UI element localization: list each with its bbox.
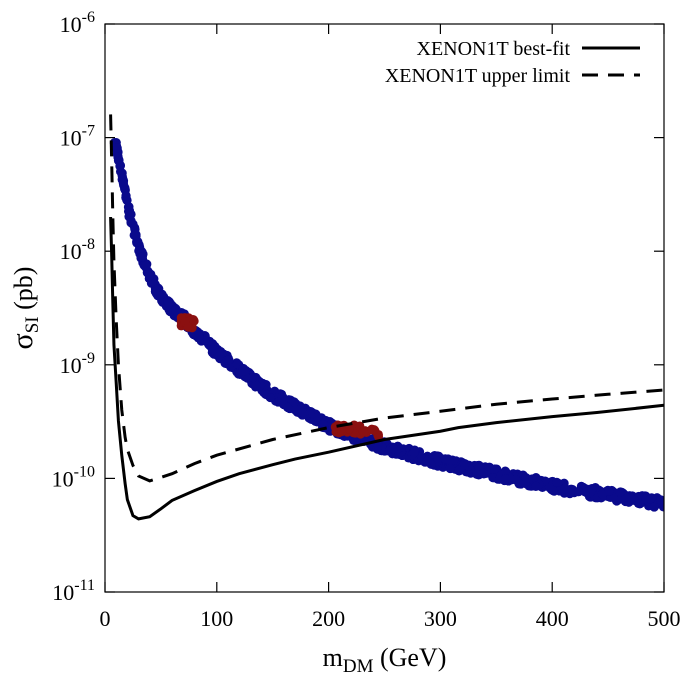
scatter-point xyxy=(514,479,524,489)
scatter-point xyxy=(289,397,299,407)
scatter-point xyxy=(615,487,625,497)
scatter-point xyxy=(248,372,258,383)
scatter-point xyxy=(454,465,464,475)
scatter-point xyxy=(144,271,155,281)
scatter-point xyxy=(552,477,562,487)
scatter-point xyxy=(126,209,136,219)
scatter-point xyxy=(112,143,122,153)
y-axis-label: σSI (pb) xyxy=(6,267,43,350)
scatter-point xyxy=(445,463,455,474)
y-tick-label: 10-7 xyxy=(60,123,95,151)
scatter-point xyxy=(141,261,151,271)
y-tick-label: 10-6 xyxy=(60,9,95,37)
scatter-point xyxy=(358,427,369,437)
x-tick-label: 300 xyxy=(424,606,457,631)
scatter-point xyxy=(656,495,664,505)
scatter-point xyxy=(283,402,293,413)
scatter-point xyxy=(122,195,132,205)
x-tick-label: 100 xyxy=(200,606,233,631)
scatter-point xyxy=(388,444,398,454)
scatter-point xyxy=(560,484,570,494)
scatter-point xyxy=(163,296,173,306)
scatter-point xyxy=(224,355,234,365)
legend-label: XENON1T best-fit xyxy=(417,38,571,60)
scatter-point xyxy=(373,431,384,441)
scatter-point xyxy=(604,486,614,496)
scatter-point xyxy=(649,502,659,512)
scatter-point xyxy=(137,252,147,262)
x-tick-label: 400 xyxy=(536,606,569,631)
scatter-point xyxy=(171,305,181,315)
scatter-point xyxy=(478,468,488,478)
y-tick-label: 10-8 xyxy=(60,236,95,264)
scatter-point xyxy=(443,454,453,464)
plot-area xyxy=(109,114,664,521)
legend: XENON1T best-fit XENON1T upper limit xyxy=(385,38,640,87)
y-tick-label: 10-10 xyxy=(52,463,95,491)
scatter-point xyxy=(545,483,555,493)
scatter-point xyxy=(459,459,470,469)
scatter-point xyxy=(194,332,204,342)
scatter-point xyxy=(409,447,419,458)
scatter-point xyxy=(119,180,129,190)
scatter-point xyxy=(208,345,218,355)
y-tick-label: 10-9 xyxy=(60,350,95,378)
series-line-upper-limit xyxy=(109,114,664,483)
scatter-point xyxy=(251,381,261,391)
scatter-point xyxy=(265,392,275,403)
x-tick-label: 0 xyxy=(100,606,111,631)
scatter-series-1 xyxy=(176,313,199,333)
scatter-point xyxy=(374,441,384,451)
scatter-point xyxy=(133,237,143,247)
scatter-point xyxy=(490,464,500,474)
scatter-point xyxy=(298,408,308,418)
axis-ticks: 0 100 200 300 400 500 10-11 10-10 10-9 10-8 10-7 10… xyxy=(52,9,681,631)
scatter-point xyxy=(130,223,140,233)
scatter-point xyxy=(344,423,354,434)
scatter-series-2 xyxy=(330,420,384,441)
scatter-point xyxy=(154,291,165,301)
x-tick-label: 200 xyxy=(312,606,345,631)
scatter-point xyxy=(422,456,432,467)
scatter-point xyxy=(587,483,597,494)
scatter-point xyxy=(500,474,511,484)
scatter-point xyxy=(369,425,379,435)
scatter-point xyxy=(183,322,193,332)
legend-label: XENON1T upper limit xyxy=(385,65,571,87)
x-axis-label: mDM (GeV) xyxy=(323,643,447,677)
scatter-point xyxy=(131,229,141,240)
scatter-point xyxy=(645,494,656,504)
plot-frame xyxy=(104,23,665,593)
scatter-point xyxy=(573,487,584,497)
scatter-point xyxy=(313,412,323,422)
x-tick-label: 500 xyxy=(648,606,681,631)
scatter-point xyxy=(500,466,510,476)
scatter-point xyxy=(115,161,125,171)
series-line-best-fit xyxy=(109,216,664,521)
scatter-point xyxy=(215,348,225,358)
scatter-point xyxy=(239,366,249,376)
scatter-point xyxy=(531,481,541,491)
scatter-point xyxy=(626,493,636,504)
y-tick-label: 10-11 xyxy=(52,577,95,605)
